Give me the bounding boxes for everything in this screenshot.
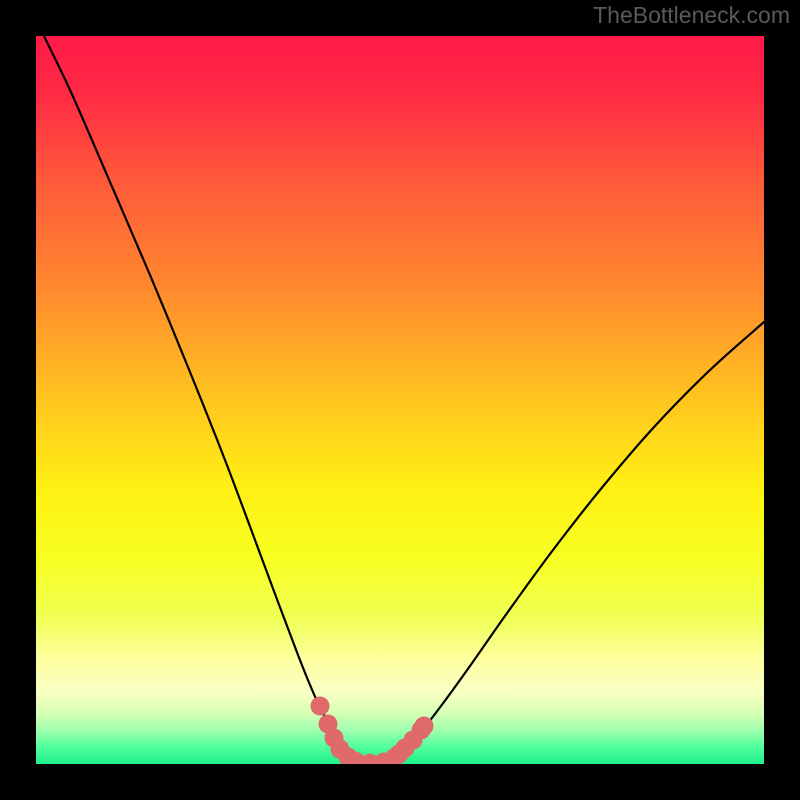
chart-svg (0, 0, 800, 800)
marker-dot (311, 697, 330, 716)
watermark-text: TheBottleneck.com (593, 2, 790, 29)
marker-dot (415, 717, 434, 736)
gradient-background (36, 36, 764, 764)
